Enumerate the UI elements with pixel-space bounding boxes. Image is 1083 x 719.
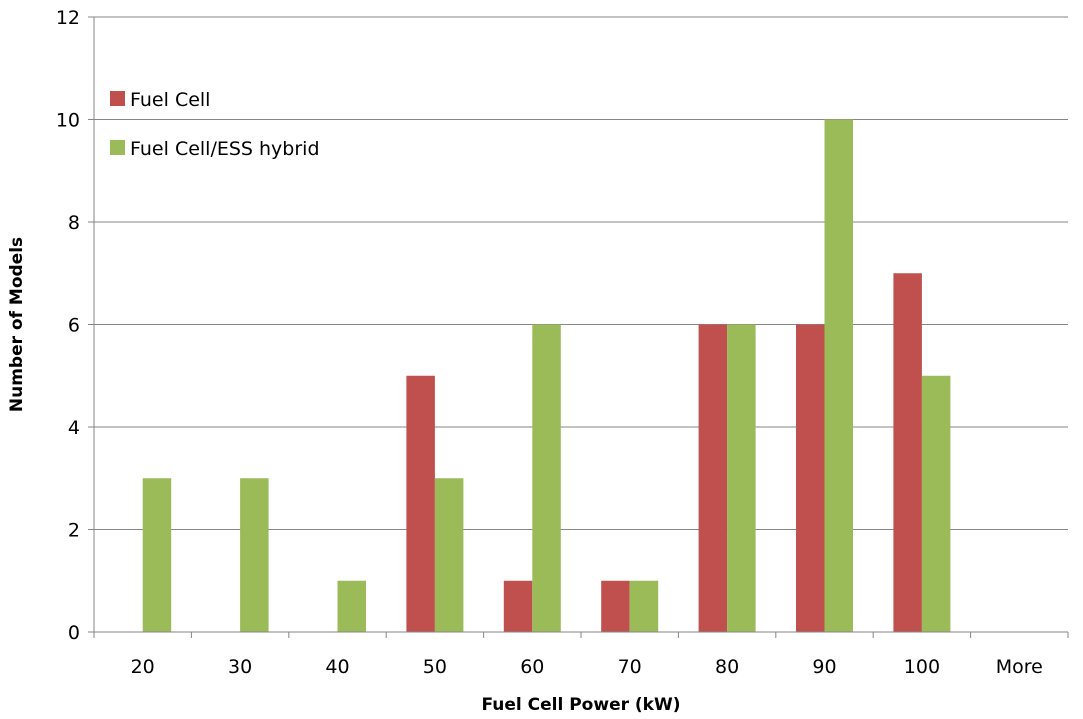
x-tick-label: 100	[904, 656, 940, 678]
x-tick-labels: 20 30 40 50 60 70 80 90 100 More	[131, 656, 1043, 678]
legend-swatch-fuel-cell	[110, 91, 125, 106]
x-tick-label: 70	[618, 656, 642, 678]
y-tick-label: 8	[68, 212, 80, 234]
x-axis-title: Fuel Cell Power (kW)	[482, 695, 681, 715]
x-tick-label: 20	[131, 656, 155, 678]
y-tick-label: 4	[68, 417, 80, 439]
bar-fuel-cell-60	[503, 580, 533, 632]
bar-fuel-cell-80	[698, 324, 728, 632]
x-tick-label: 50	[423, 656, 447, 678]
y-tick-labels: 0 2 4 6 8 10 12	[56, 7, 80, 644]
y-tick-label: 6	[68, 315, 80, 337]
x-tick-label: 40	[325, 656, 349, 678]
y-tick-label: 2	[68, 520, 80, 542]
x-tick-label: 30	[228, 656, 252, 678]
legend-swatch-fuel-cell-ess-hybrid	[110, 140, 125, 155]
bar-fuel-cell-ess-hybrid-50	[434, 478, 464, 632]
legend: Fuel Cell Fuel Cell/ESS hybrid	[110, 89, 320, 160]
x-tick-label: 80	[715, 656, 739, 678]
bar-fuel-cell-ess-hybrid-20	[142, 478, 172, 632]
bar-fuel-cell-ess-hybrid-90	[824, 119, 853, 632]
bar-fuel-cell-ess-hybrid-80	[727, 324, 756, 632]
bar-fuel-cell-100	[893, 273, 922, 632]
y-tick-label: 10	[56, 110, 80, 132]
bars	[142, 119, 951, 632]
bar-fuel-cell-90	[796, 324, 825, 632]
axes	[93, 17, 1068, 633]
x-tick-label: 60	[520, 656, 544, 678]
bar-fuel-cell-ess-hybrid-40	[337, 580, 366, 632]
y-axis-title: Number of Models	[7, 237, 27, 412]
bar-fuel-cell-ess-hybrid-70	[629, 580, 659, 632]
bar-fuel-cell-ess-hybrid-60	[532, 324, 561, 632]
bar-fuel-cell-70	[601, 580, 630, 632]
bar-fuel-cell-ess-hybrid-30	[240, 478, 269, 632]
bar-fuel-cell-ess-hybrid-100	[921, 375, 951, 632]
legend-label-fuel-cell: Fuel Cell	[130, 89, 210, 111]
x-tick-label: More	[996, 656, 1043, 678]
legend-label-fuel-cell-ess-hybrid: Fuel Cell/ESS hybrid	[130, 138, 320, 160]
bar-fuel-cell-50	[406, 375, 435, 632]
y-tick-label: 12	[56, 7, 80, 29]
y-tick-label: 0	[68, 622, 80, 644]
x-tick-label: 90	[812, 656, 836, 678]
